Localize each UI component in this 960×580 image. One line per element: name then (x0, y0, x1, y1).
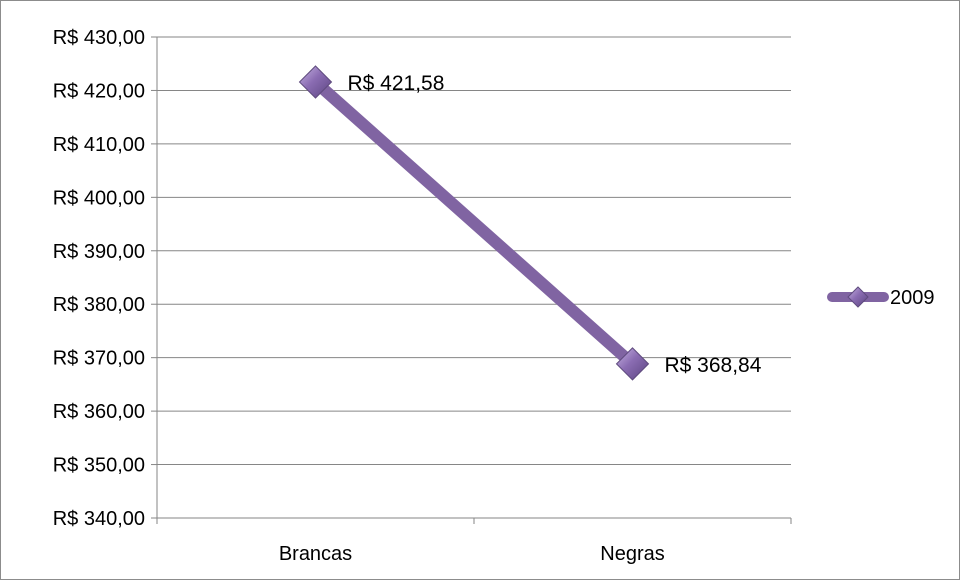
y-tick-label: R$ 380,00 (53, 294, 145, 316)
legend: 2009 (827, 286, 935, 309)
series-line-2009 (309, 76, 639, 370)
y-tick-labels: R$ 340,00 R$ 350,00 R$ 360,00 R$ 370,00 R$ 3… (53, 27, 145, 530)
x-tick-labels: Brancas Negras (279, 543, 665, 565)
y-tick-label: R$ 360,00 (53, 401, 145, 423)
axes (151, 36, 792, 524)
data-label: R$ 368,84 (665, 354, 762, 377)
y-tick-label: R$ 430,00 (53, 27, 145, 49)
x-tick-label: Brancas (279, 543, 352, 565)
legend-label: 2009 (890, 287, 935, 309)
gridlines (157, 36, 791, 466)
legend-marker (847, 286, 869, 308)
y-tick-label: R$ 370,00 (53, 348, 145, 370)
y-tick-label: R$ 410,00 (53, 134, 145, 156)
y-tick-label: R$ 390,00 (53, 241, 145, 263)
y-tick-label: R$ 400,00 (53, 187, 145, 209)
y-tick-label: R$ 340,00 (53, 508, 145, 530)
data-point-marker (298, 65, 333, 99)
series-group: R$ 421,58 R$ 368,84 (298, 65, 762, 381)
y-tick-label: R$ 350,00 (53, 455, 145, 477)
x-tick-label: Negras (600, 543, 664, 565)
y-tick-label: R$ 420,00 (53, 80, 145, 102)
data-label: R$ 421,58 (348, 72, 445, 95)
data-point-marker (615, 347, 650, 381)
